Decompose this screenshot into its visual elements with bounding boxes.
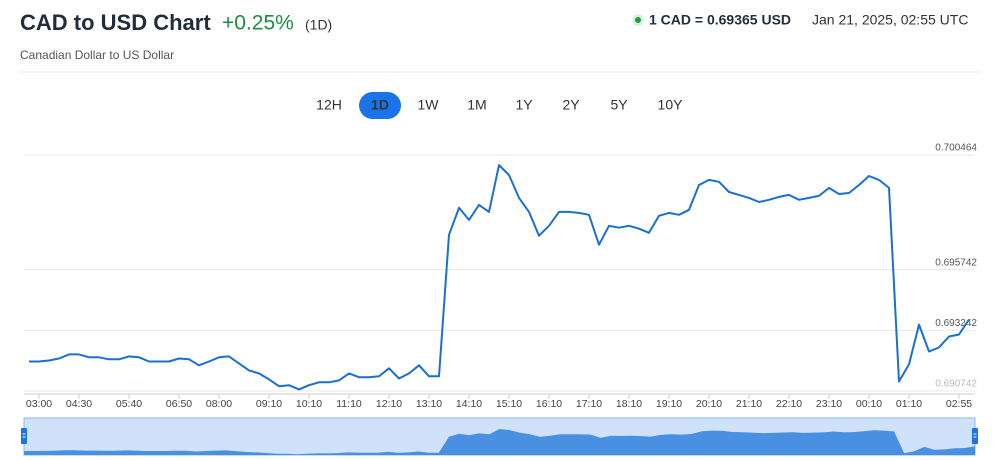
x-tick-label: 13:10 xyxy=(416,398,442,410)
plot: 0.690742 0.693242 0.695742 0.700464 03:00 04:… xyxy=(24,143,977,410)
range-button[interactable]: 1M xyxy=(467,97,486,113)
x-tick-label: 22:10 xyxy=(776,398,802,410)
y-tick-label: 0.690742 xyxy=(935,379,977,390)
x-tick-label: 11:10 xyxy=(336,398,362,410)
price-line xyxy=(29,164,970,391)
range-button[interactable]: 1W xyxy=(418,97,440,113)
x-tick-label: 08:00 xyxy=(206,398,232,410)
change: +0.25% xyxy=(222,12,294,35)
period: (1D) xyxy=(305,17,332,33)
x-tick-label: 17:10 xyxy=(576,398,602,410)
active-range-pill xyxy=(359,92,401,119)
x-tick-label: 00:10 xyxy=(856,398,882,410)
navigator xyxy=(21,417,978,456)
range-button[interactable]: 10Y xyxy=(658,97,684,113)
x-tick-label: 18:10 xyxy=(616,398,642,410)
x-tick-label: 02:55 xyxy=(946,398,972,410)
x-tick-label: 16:10 xyxy=(536,398,562,410)
y-tick-label: 0.693242 xyxy=(935,318,977,329)
x-tick-label: 19:10 xyxy=(656,398,682,410)
x-tick-label: 03:00 xyxy=(26,398,52,410)
y-tick-label: 0.700464 xyxy=(935,143,977,154)
x-tick-label: 09:10 xyxy=(256,398,282,410)
range-buttons: 12H 1D 1W 1M 1Y 2Y 5Y 10Y xyxy=(316,97,683,113)
navigator-handle[interactable] xyxy=(21,428,27,444)
x-tick-label: 20:10 xyxy=(696,398,722,410)
x-tick-label: 14:10 xyxy=(456,398,482,410)
x-tick-label: 23:10 xyxy=(816,398,842,410)
range-button[interactable]: 12H xyxy=(316,97,342,113)
x-tick-label: 01:10 xyxy=(896,398,922,410)
x-tick-label: 12:10 xyxy=(376,398,402,410)
x-tick-label: 06:50 xyxy=(166,398,192,410)
range-button[interactable]: 5Y xyxy=(610,97,628,113)
x-tick-label: 15:10 xyxy=(496,398,522,410)
x-tick-label: 05:40 xyxy=(116,398,142,410)
navigator-area xyxy=(24,429,975,455)
navigator-handle[interactable] xyxy=(972,428,978,444)
range-button[interactable]: 1Y xyxy=(515,97,533,113)
y-tick-label: 0.695742 xyxy=(935,257,977,268)
x-tick-label: 10:10 xyxy=(296,398,322,410)
range-button[interactable]: 1D xyxy=(371,97,389,113)
subtitle: Canadian Dollar to US Dollar xyxy=(20,48,174,62)
timestamp: Jan 21, 2025, 02:55 UTC xyxy=(812,12,968,28)
live-dot xyxy=(635,17,641,23)
quote: 1 CAD = 0.69365 USD xyxy=(649,12,791,28)
x-tick-label: 21:10 xyxy=(736,398,762,410)
title: CAD to USD Chart xyxy=(20,10,211,35)
range-button[interactable]: 2Y xyxy=(562,97,580,113)
x-tick-label: 04:30 xyxy=(66,398,92,410)
